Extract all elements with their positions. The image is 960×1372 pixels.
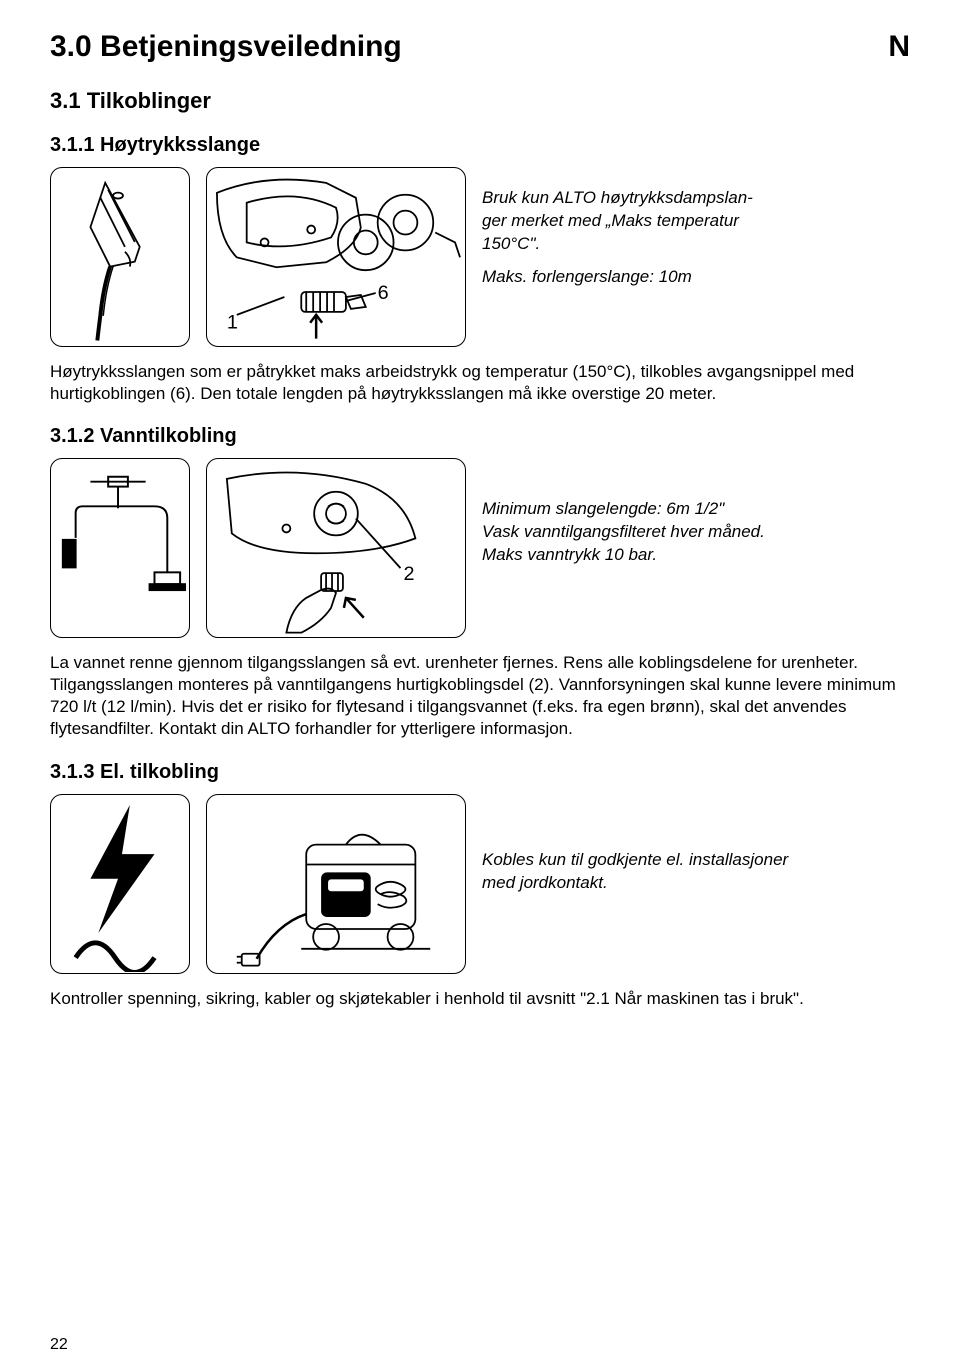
section-3-1-2-sidenote: Minimum slangelengde: 6m 1/2" Vask vannt…	[482, 458, 765, 567]
section-3-1-1-sidenote: Bruk kun ALTO høytrykksdampslan- ger mer…	[482, 167, 753, 289]
machine-cable-icon	[207, 795, 465, 974]
figure-row-312: 2 Minimum slangelengde: 6m 1/2" Vask van…	[50, 458, 910, 638]
section-3-1: 3.1 Tilkoblinger	[50, 88, 910, 114]
sidenote-line: ger merket med „Maks temperatur	[482, 210, 753, 233]
figure-spray-gun	[50, 167, 190, 347]
sidenote-line: med jordkontakt.	[482, 872, 788, 895]
section-3-1-3-title: 3.1.3 El. tilkobling	[50, 761, 910, 784]
section-3-1-1-body: Høytrykksslangen som er påtrykket maks a…	[50, 361, 910, 405]
sidenote-line: Maks. forlengerslange: 10m	[482, 266, 753, 289]
sidenote-line: Maks vanntrykk 10 bar.	[482, 544, 765, 567]
page-title: 3.0 Betjeningsveiledning	[50, 30, 402, 64]
section-3-1-1-title: 3.1.1 Høytrykksslange	[50, 134, 910, 157]
sidenote-line: Kobles kun til godkjente el. installasjo…	[482, 849, 788, 872]
section-3-1-title: 3.1 Tilkoblinger	[50, 88, 910, 114]
figure-hose-coupling: 1 6	[206, 167, 466, 347]
sidenote-line: Vask vanntilgangsfilteret hver måned.	[482, 521, 765, 544]
figure-electrical-warning	[50, 794, 190, 974]
sidenote-line: Minimum slangelengde: 6m 1/2"	[482, 498, 765, 521]
section-3-1-2-body: La vannet renne gjennom tilgangsslangen …	[50, 652, 910, 740]
section-3-1-1: 3.1.1 Høytrykksslange	[50, 134, 910, 405]
sidenote-line: Bruk kun ALTO høytrykksdampslan-	[482, 187, 753, 210]
section-3-1-2: 3.1.2 Vanntilkobling	[50, 425, 910, 740]
water-inlet-icon: 2	[207, 459, 465, 638]
figure-row-313: Kobles kun til godkjente el. installasjo…	[50, 794, 910, 974]
hose-coupling-icon: 1 6	[207, 168, 465, 347]
label-6: 6	[378, 282, 389, 304]
sidenote-line: 150°C".	[482, 233, 753, 256]
figure-water-tap	[50, 458, 190, 638]
label-1: 1	[227, 312, 238, 334]
figure-row-311: 1 6 Bruk kun ALTO høytrykksdampslan- ger…	[50, 167, 910, 347]
label-2: 2	[403, 563, 414, 585]
figure-water-inlet: 2	[206, 458, 466, 638]
spray-gun-icon	[51, 168, 189, 345]
language-marker: N	[888, 30, 910, 64]
section-3-1-3-body: Kontroller spenning, sikring, kabler og …	[50, 988, 910, 1010]
lightning-icon	[51, 795, 189, 972]
figure-machine-cable	[206, 794, 466, 974]
page-number: 22	[50, 1336, 68, 1354]
section-3-1-2-title: 3.1.2 Vanntilkobling	[50, 425, 910, 448]
section-3-1-3: 3.1.3 El. tilkobling	[50, 761, 910, 1010]
page-header: 3.0 Betjeningsveiledning N	[50, 30, 910, 64]
section-3-1-3-sidenote: Kobles kun til godkjente el. installasjo…	[482, 794, 788, 895]
water-tap-icon	[51, 459, 189, 636]
